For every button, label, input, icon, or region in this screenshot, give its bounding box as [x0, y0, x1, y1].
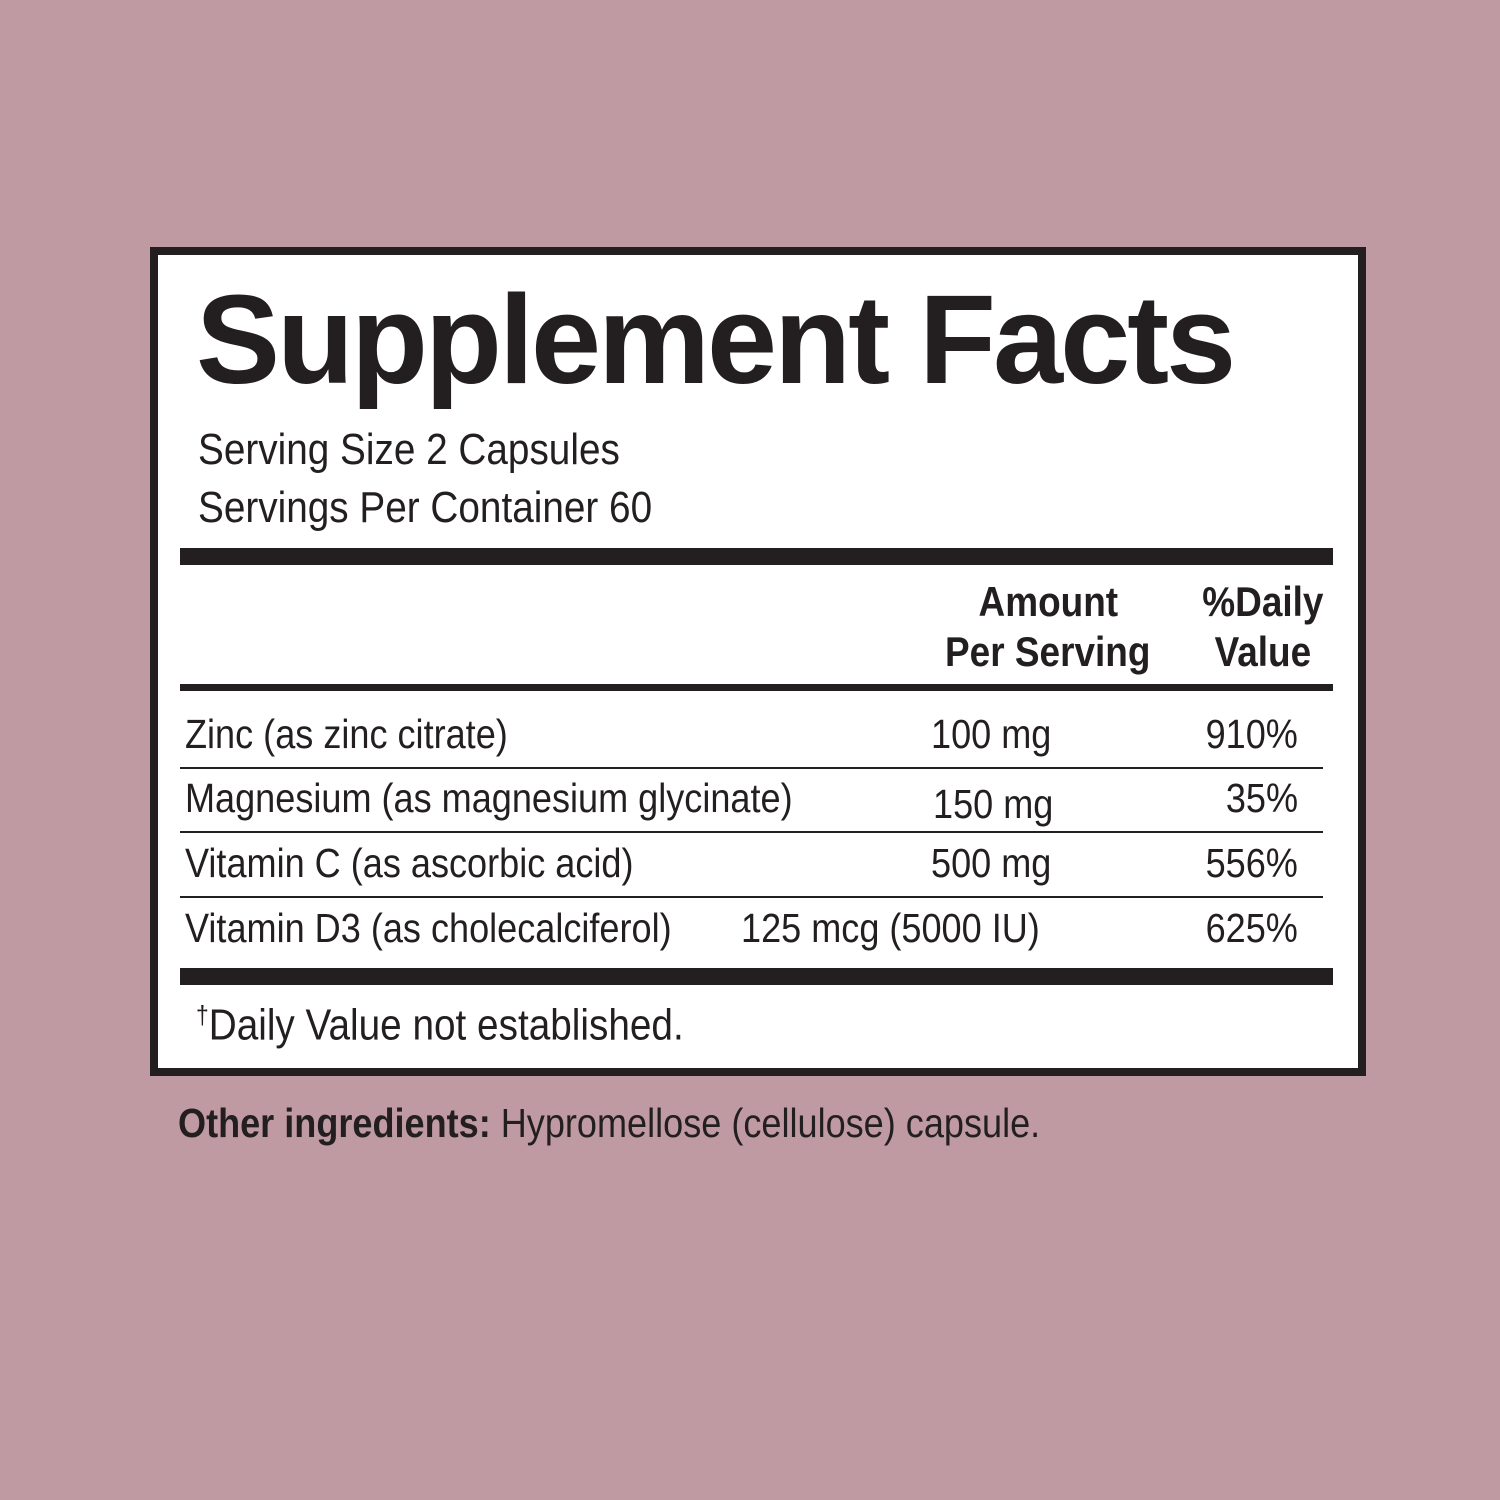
row-amount: 100 mg: [931, 711, 1052, 757]
header-divider: [180, 684, 1333, 691]
row-dv: 910%: [1205, 711, 1298, 757]
other-ingredients-label: Other ingredients:: [178, 1100, 491, 1146]
serving-size: Serving Size 2 Capsules: [198, 425, 620, 474]
thick-divider: [180, 968, 1333, 985]
servings-per-container: Servings Per Container 60: [198, 483, 653, 532]
row-dv: 556%: [1205, 840, 1298, 886]
row-name: Vitamin C (as ascorbic acid): [185, 840, 634, 886]
row-name: Vitamin D3 (as cholecalciferol): [185, 905, 672, 951]
row-divider: [180, 831, 1323, 833]
thick-divider: [180, 548, 1333, 565]
amount-header: Amount Per Serving: [945, 578, 1151, 675]
footnote: †Daily Value not established.: [196, 1000, 684, 1050]
row-amount: 500 mg: [931, 840, 1052, 886]
other-ingredients-text: Hypromellose (cellulose) capsule.: [490, 1100, 1041, 1146]
row-divider: [180, 767, 1323, 769]
row-name: Magnesium (as magnesium glycinate): [185, 775, 793, 821]
row-amount: 125 mcg (5000 IU): [741, 905, 1040, 951]
other-ingredients: Other ingredients: Hypromellose (cellulo…: [178, 1100, 1158, 1147]
supplement-facts-panel: Supplement Facts Serving Size 2 Capsules…: [150, 247, 1366, 1076]
row-dv: 625%: [1205, 905, 1298, 951]
daily-value-header: %Daily Value: [1202, 578, 1324, 675]
panel-title: Supplement Facts: [196, 269, 1236, 410]
row-amount: 150 mg: [933, 781, 1054, 827]
row-name: Zinc (as zinc citrate): [185, 711, 508, 757]
row-divider: [180, 896, 1323, 898]
row-dv: 35%: [1225, 775, 1298, 821]
